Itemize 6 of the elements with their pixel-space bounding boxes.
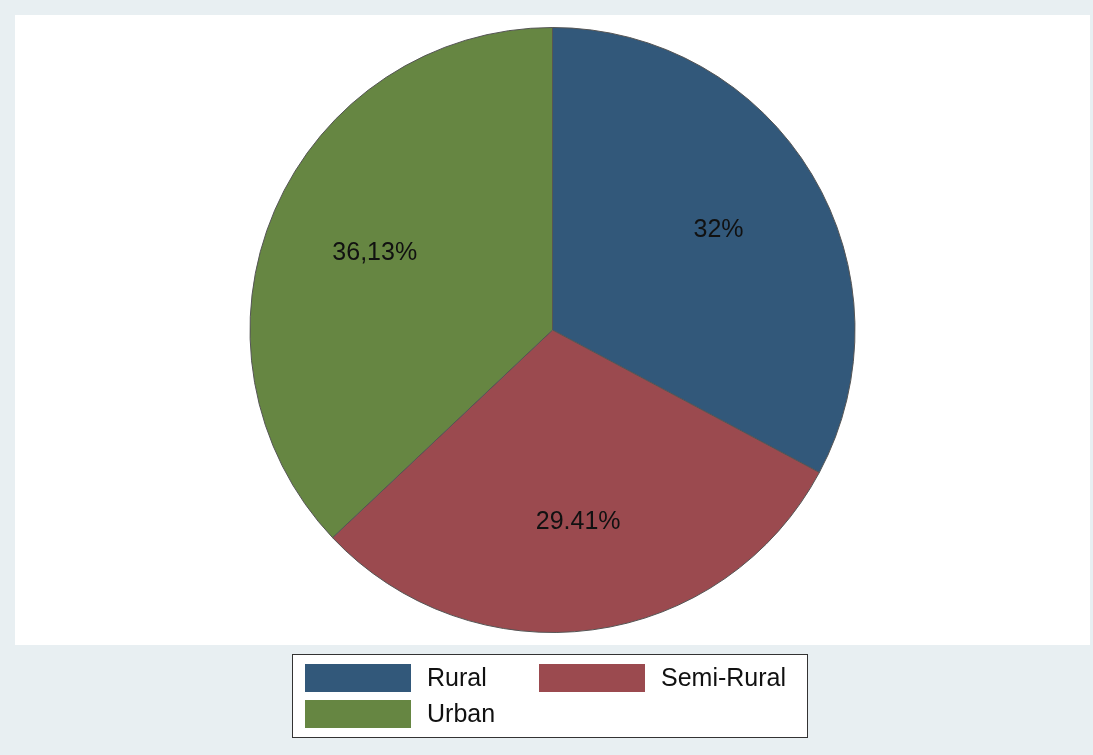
data-label: 32% bbox=[693, 214, 744, 243]
legend-label: Rural bbox=[427, 663, 487, 692]
legend-label: Urban bbox=[427, 699, 496, 728]
legend-label: Semi-Rural bbox=[661, 663, 787, 692]
data-label: 29.41% bbox=[535, 505, 621, 534]
data-label: 36,13% bbox=[332, 237, 418, 266]
